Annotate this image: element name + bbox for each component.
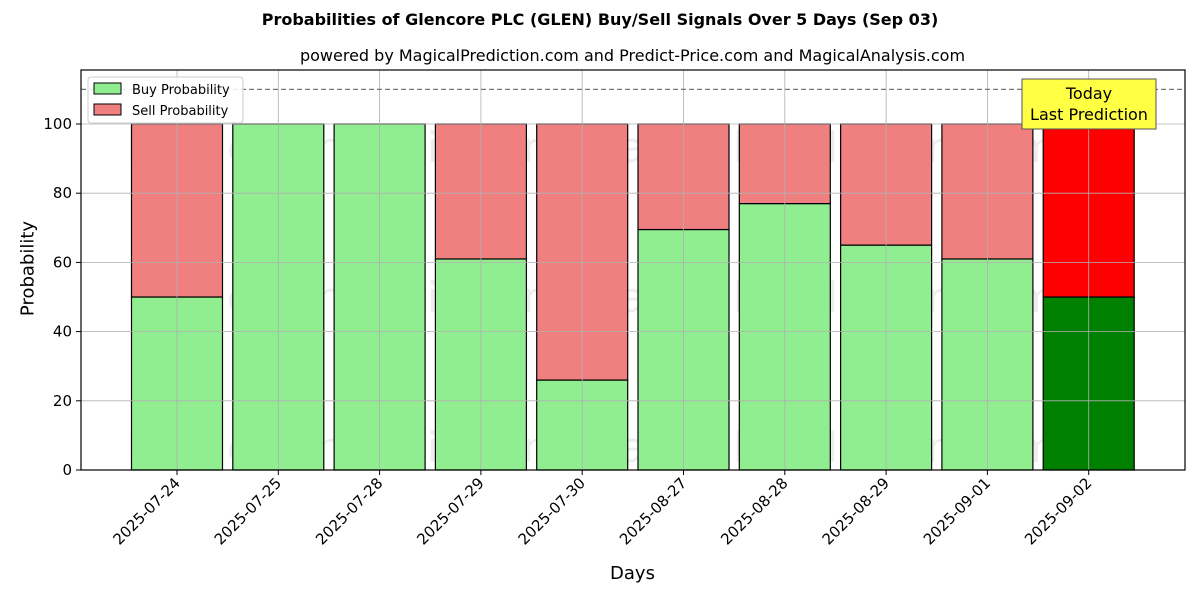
x-tick-label: 2025-07-30 [515, 474, 589, 548]
y-tick-label: 60 [53, 253, 72, 271]
chart-subtitle: powered by MagicalPrediction.com and Pre… [299, 46, 966, 65]
y-tick-label: 80 [53, 184, 72, 202]
chart-title: Probabilities of Glencore PLC (GLEN) Buy… [261, 10, 939, 29]
y-tick-label: 100 [43, 115, 72, 133]
x-tick-label: 2025-08-29 [819, 474, 893, 548]
legend-buy-label: Buy Probability [132, 83, 230, 98]
plot-frame [80, 69, 1186, 471]
x-tick-label: 2025-07-29 [413, 474, 487, 548]
x-tick-label: 2025-07-25 [211, 474, 285, 548]
x-tick-label: 2025-07-24 [109, 474, 183, 548]
y-tick-label: 20 [53, 392, 72, 410]
x-tick-label: 2025-09-01 [920, 474, 994, 548]
x-tick-label: 2025-08-28 [717, 474, 791, 548]
legend-sell-label: Sell Probability [132, 104, 229, 119]
x-tick-label: 2025-08-27 [616, 474, 690, 548]
legend-buy-swatch [93, 82, 122, 95]
legend-sell-swatch [93, 103, 122, 116]
legend: Buy Probability Sell Probability [87, 76, 244, 124]
svg-text:Today: Today [1065, 84, 1112, 103]
y-tick-label: 40 [53, 323, 72, 341]
x-tick-label: 2025-09-02 [1021, 474, 1095, 548]
x-axis-label: Days [610, 563, 655, 584]
y-tick-label: 0 [62, 461, 72, 479]
svg-text:Last Prediction: Last Prediction [1030, 105, 1148, 124]
today-annotation: Today Last Prediction [1021, 78, 1157, 130]
x-tick-label: 2025-07-28 [312, 474, 386, 548]
